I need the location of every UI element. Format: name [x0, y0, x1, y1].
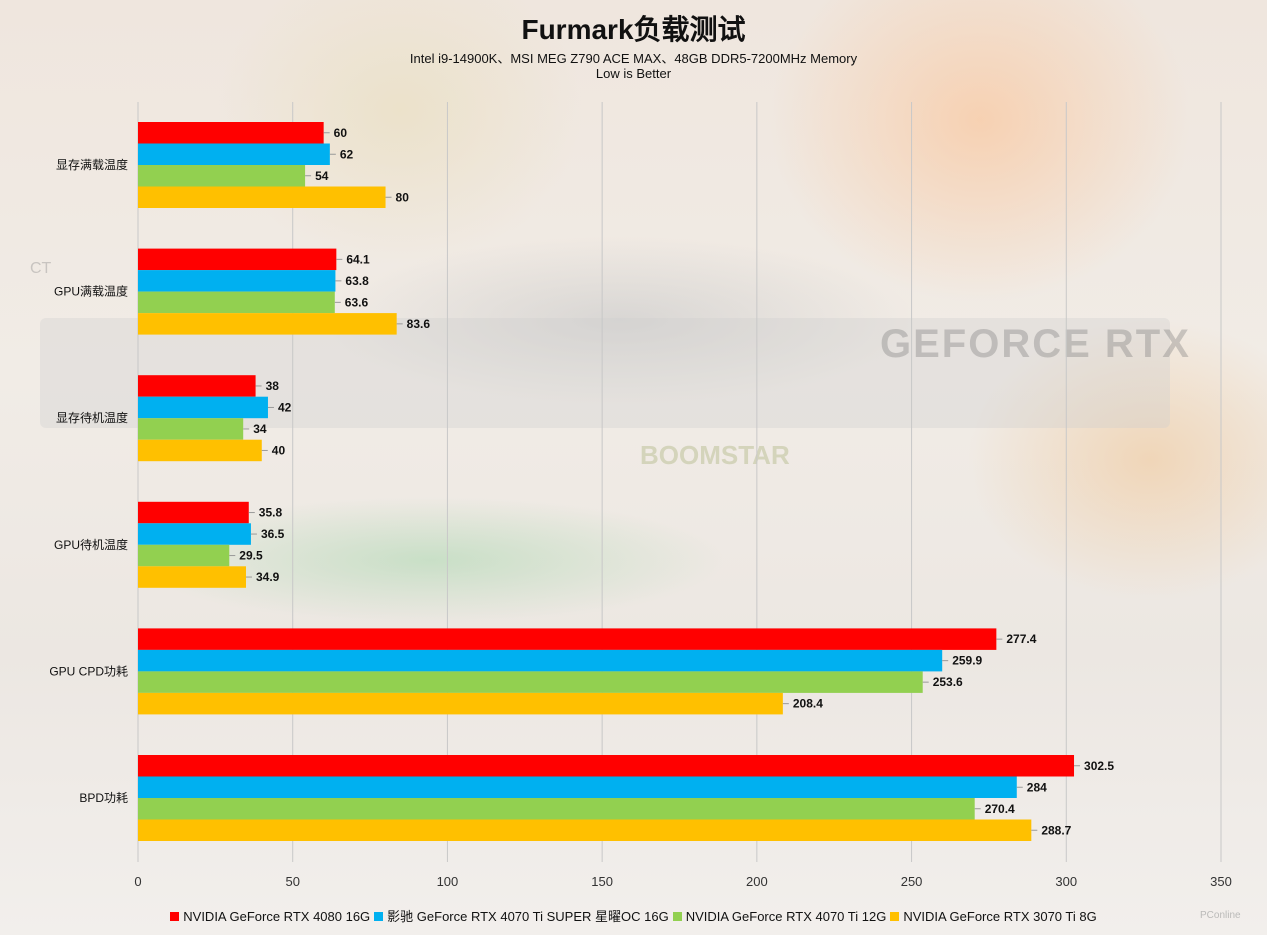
legend-item: 影驰 GeForce RTX 4070 Ti SUPER 星曜OC 16G	[374, 906, 669, 925]
value-label: 36.5	[261, 527, 285, 541]
bar-0-2	[138, 165, 306, 187]
value-label: 42	[278, 400, 292, 414]
legend-swatch	[374, 912, 384, 921]
bar-3-3	[138, 566, 246, 588]
bar-1-1	[138, 270, 336, 292]
bar-1-0	[138, 248, 337, 271]
watermark: PConline	[1200, 910, 1241, 921]
category-label: 显存待机温度	[56, 410, 128, 425]
x-tick-label-0: 0	[134, 874, 141, 889]
bar-2-1	[138, 396, 268, 419]
value-label: 288.7	[1041, 823, 1071, 837]
bar-3-1	[138, 523, 251, 545]
value-label: 34	[253, 422, 267, 436]
legend-swatch	[672, 912, 682, 921]
bar-1-3	[138, 313, 397, 335]
bar-5-2	[138, 798, 975, 820]
value-label: 62	[340, 147, 354, 161]
category-label: GPU待机温度	[54, 537, 128, 552]
chart-note: Low is Better	[595, 66, 672, 81]
value-label: 35.8	[259, 506, 283, 520]
bar-0-3	[138, 186, 386, 208]
value-label: 34.9	[256, 570, 280, 584]
legend-label: 影驰 GeForce RTX 4070 Ti SUPER 星曜OC 16G	[387, 909, 669, 924]
value-label: 253.6	[933, 675, 963, 689]
bar-2-3	[138, 439, 262, 462]
bar-2-0	[138, 375, 256, 397]
legend-swatch	[890, 912, 900, 921]
category-label: GPU CPD功耗	[49, 664, 128, 678]
legend-swatch	[170, 912, 180, 921]
bar-0-0	[138, 122, 324, 144]
chart-legend: NVIDIA GeForce RTX 4080 16G 影驰 GeForce RT…	[0, 906, 1267, 925]
bar-0-1	[138, 143, 330, 165]
legend-label: NVIDIA GeForce RTX 4070 Ti 12G	[685, 909, 887, 924]
category-label: GPU满载温度	[54, 284, 128, 299]
value-label: 64.1	[346, 252, 370, 266]
x-tick-label-350: 350	[1210, 874, 1232, 889]
background-brand-logo: BOOMSTAR	[640, 440, 790, 470]
value-label: 302.5	[1084, 759, 1114, 773]
bar-4-3	[138, 692, 783, 715]
value-label: 83.6	[407, 317, 431, 331]
value-label: 208.4	[793, 697, 823, 711]
chart-title: Furmark负载测试	[521, 14, 746, 45]
bar-3-2	[138, 544, 230, 567]
category-label: BPD功耗	[79, 791, 128, 805]
value-label: 277.4	[1006, 632, 1036, 646]
x-tick-label-200: 200	[746, 874, 768, 889]
legend-item: NVIDIA GeForce RTX 4070 Ti 12G	[672, 909, 887, 924]
x-tick-label-250: 250	[901, 874, 923, 889]
bar-2-2	[138, 418, 244, 440]
value-label: 54	[315, 169, 329, 183]
x-tick-label-150: 150	[591, 874, 613, 889]
bar-5-0	[138, 755, 1075, 777]
legend-item: NVIDIA GeForce RTX 4080 16G	[170, 909, 370, 924]
background-label: CT	[30, 260, 52, 277]
value-label: 60	[334, 126, 348, 140]
bar-4-2	[138, 671, 923, 693]
background-geforce-logo: GEFORCE RTX	[880, 322, 1191, 366]
chart-subtitle: Intel i9-14900K、MSI MEG Z790 ACE MAX、48G…	[409, 51, 858, 66]
bar-5-1	[138, 776, 1017, 798]
value-label: 284	[1027, 780, 1047, 794]
value-label: 29.5	[239, 549, 263, 563]
category-label: 显存满载温度	[56, 157, 128, 172]
legend-label: NVIDIA GeForce RTX 4080 16G	[183, 909, 371, 924]
x-tick-label-300: 300	[1055, 874, 1077, 889]
value-label: 80	[396, 190, 410, 204]
bar-4-0	[138, 628, 997, 650]
bar-1-2	[138, 291, 335, 314]
bar-5-3	[138, 819, 1032, 841]
legend-label: NVIDIA GeForce RTX 3070 Ti 8G	[903, 909, 1097, 924]
value-label: 63.6	[345, 295, 369, 309]
value-label: 38	[266, 379, 280, 393]
value-label: 270.4	[985, 802, 1015, 816]
value-label: 63.8	[345, 274, 369, 288]
value-label: 40	[272, 443, 286, 457]
bar-3-0	[138, 501, 249, 524]
x-tick-label-100: 100	[437, 874, 459, 889]
legend-item: NVIDIA GeForce RTX 3070 Ti 8G	[890, 909, 1097, 924]
x-tick-label-50: 50	[285, 874, 299, 889]
value-label: 259.9	[952, 654, 982, 668]
bar-4-1	[138, 649, 943, 672]
